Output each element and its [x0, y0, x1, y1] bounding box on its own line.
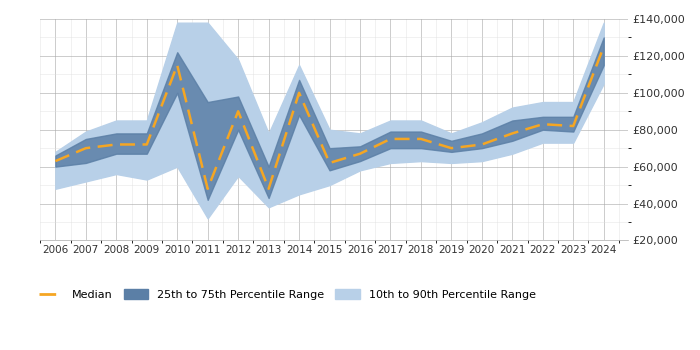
Legend: Median, 25th to 75th Percentile Range, 10th to 90th Percentile Range: Median, 25th to 75th Percentile Range, 1… [34, 285, 540, 304]
